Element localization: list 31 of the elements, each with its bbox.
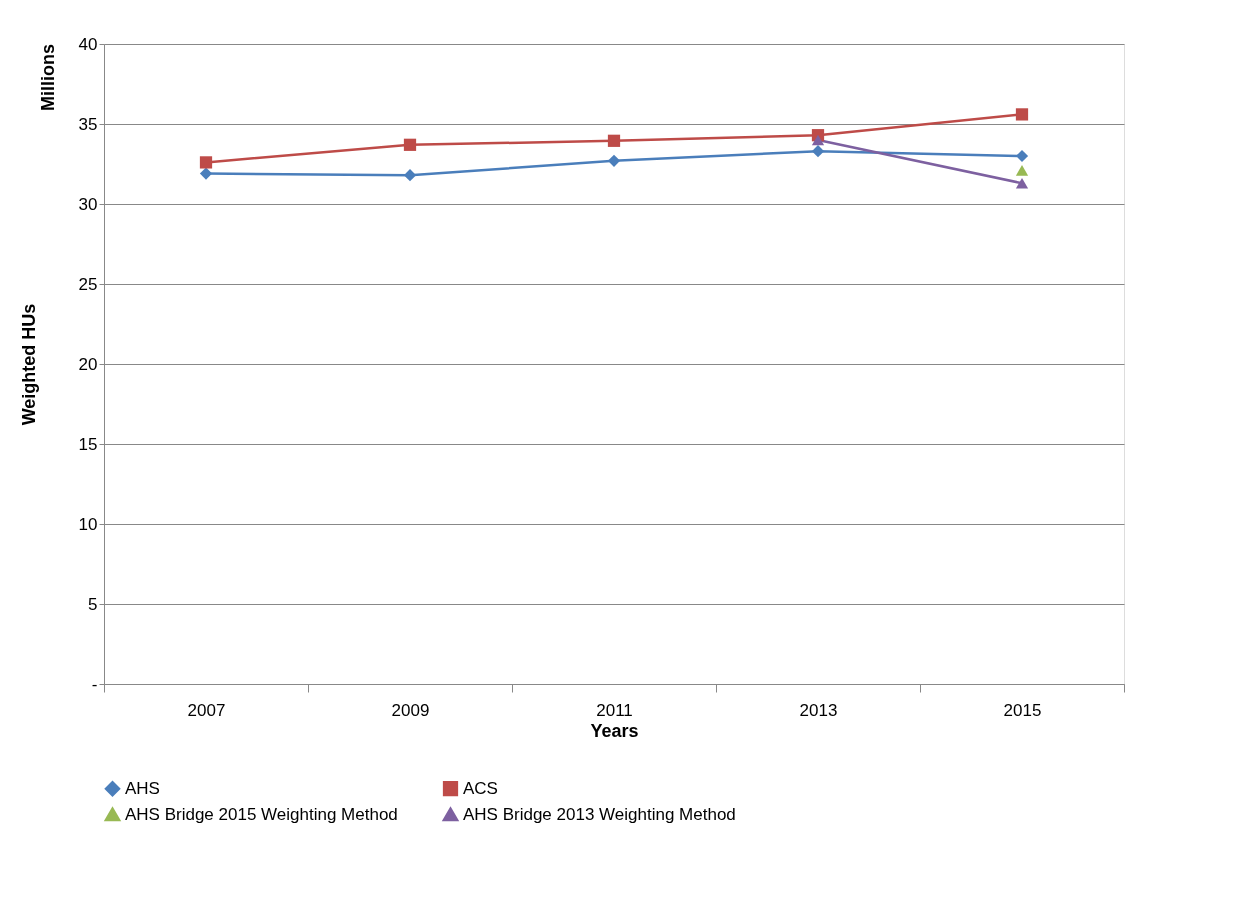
y-tick-label: 10 <box>78 514 98 534</box>
x-tick-label: 2011 <box>596 700 633 720</box>
x-tick-label: 2015 <box>1003 700 1042 720</box>
legend-label: AHS Bridge 2015 Weighting Method <box>125 804 398 824</box>
point <box>811 145 825 158</box>
x-tick-label: 2013 <box>799 700 838 720</box>
legend-label: AHS Bridge 2013 Weighting Method <box>463 804 736 824</box>
y-tick-label: 20 <box>78 354 98 374</box>
point <box>1015 108 1029 121</box>
y-tick-label: 30 <box>78 194 98 214</box>
text: Millions <box>38 44 58 111</box>
y-tick-label: 5 <box>88 594 98 614</box>
point <box>607 154 621 167</box>
y-tick-label: - <box>91 674 98 694</box>
point <box>607 134 621 147</box>
x-axis-title: Years <box>590 720 639 741</box>
point <box>199 156 213 169</box>
y-axis-title: Weighted HUs <box>18 303 39 426</box>
y-tick-label: 40 <box>78 34 98 54</box>
point <box>199 167 213 180</box>
x-tick-label: 2009 <box>391 700 430 720</box>
y-tick-label: 25 <box>78 274 98 294</box>
point <box>403 169 417 182</box>
y-tick-label: 35 <box>78 114 98 134</box>
legend-label: ACS <box>463 778 498 798</box>
x-tick-label: 2007 <box>187 700 226 720</box>
y-tick-label: 15 <box>78 434 98 454</box>
point <box>1015 149 1029 163</box>
legend-label: AHS <box>125 778 160 798</box>
point <box>1015 165 1029 176</box>
point <box>403 138 417 151</box>
